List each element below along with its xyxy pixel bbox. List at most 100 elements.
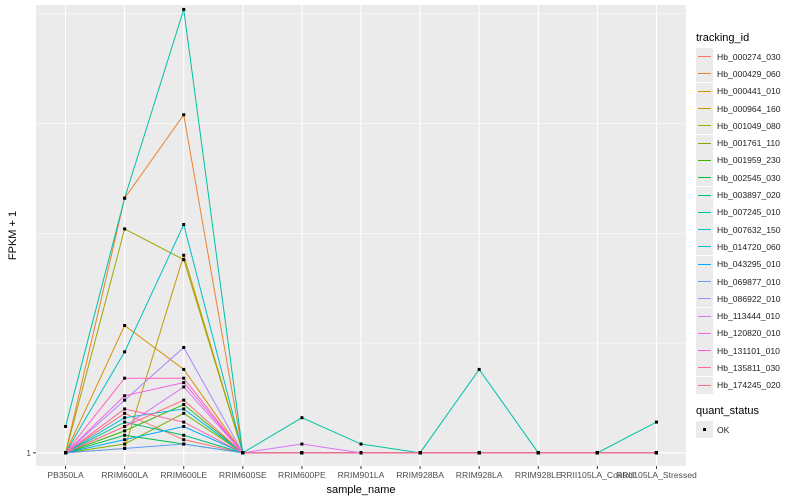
data-point xyxy=(359,442,363,446)
legend-item-hb-007245-010: Hb_007245_010 xyxy=(696,203,796,221)
legend-label: Hb_000429_060 xyxy=(717,68,781,79)
legend-item-hb-000441-010: Hb_000441_010 xyxy=(696,82,796,100)
data-point xyxy=(300,416,304,420)
legend-swatch xyxy=(696,290,713,308)
data-point xyxy=(123,433,127,437)
legend-swatch xyxy=(696,221,713,239)
data-point xyxy=(182,113,186,117)
legend-label: Hb_003897_020 xyxy=(717,190,781,201)
data-point xyxy=(182,433,186,437)
legend-swatch xyxy=(696,100,713,118)
legend-label: Hb_135811_030 xyxy=(717,362,780,373)
data-point xyxy=(182,345,186,349)
legend-title: tracking_id xyxy=(696,32,750,44)
legend-item-hb-001049-080: Hb_001049_080 xyxy=(696,117,796,135)
legend-swatch xyxy=(696,255,713,273)
data-point xyxy=(123,446,127,450)
data-point xyxy=(123,394,127,398)
legend-swatch xyxy=(696,238,713,256)
legend-tracking-id: tracking_id Hb_000274_030 Hb_000429_060 Hb… xyxy=(696,32,796,394)
data-point xyxy=(182,398,186,402)
data-point xyxy=(123,429,127,433)
legend-item-hb-113444-010: Hb_113444_010 xyxy=(696,307,796,325)
legend-swatch xyxy=(696,376,713,394)
legend-label: Hb_007632_150 xyxy=(717,224,781,235)
legend-label: Hb_069877_010 xyxy=(717,276,781,287)
data-point xyxy=(595,451,599,455)
legend2-title: quant_status xyxy=(696,405,759,417)
data-point xyxy=(654,451,658,455)
legend-label: Hb_001049_080 xyxy=(717,120,781,131)
data-point xyxy=(477,367,481,371)
data-point xyxy=(182,411,186,415)
data-point xyxy=(123,227,127,231)
legend-label: Hb_113444_010 xyxy=(717,311,780,322)
legend-swatch xyxy=(696,169,713,187)
legend-item-hb-003897-020: Hb_003897_020 xyxy=(696,186,796,204)
legend-item-hb-069877-010: Hb_069877_010 xyxy=(696,273,796,290)
data-point xyxy=(182,7,186,11)
legend-swatch xyxy=(696,134,713,152)
legend-swatch xyxy=(696,273,713,290)
data-point xyxy=(418,451,422,455)
data-point xyxy=(123,398,127,402)
legend-swatch xyxy=(696,65,713,83)
data-point xyxy=(123,416,127,420)
x-tick-label: RRIM600SE xyxy=(219,470,267,480)
x-tick-label: RRII105LA_Stressed xyxy=(616,470,697,480)
x-tick-label: RRIM600LA xyxy=(101,470,148,480)
data-point xyxy=(182,442,186,446)
data-point xyxy=(182,424,186,428)
data-point xyxy=(182,258,186,262)
data-point xyxy=(123,420,127,424)
x-axis-label: sample_name xyxy=(326,484,395,496)
data-point xyxy=(64,424,68,428)
legend2-item: OK xyxy=(696,421,759,439)
data-point xyxy=(359,451,363,455)
legend-swatch xyxy=(696,186,713,204)
data-point xyxy=(123,350,127,354)
data-point xyxy=(182,420,186,424)
data-point xyxy=(241,451,245,455)
data-point xyxy=(123,411,127,415)
y-tick-label: 1 xyxy=(26,448,31,458)
x-tick-label: RRIM901LA xyxy=(338,470,385,480)
legend-swatch xyxy=(696,203,713,221)
legend-label: Hb_000274_030 xyxy=(717,51,781,62)
legend-swatch xyxy=(696,307,713,325)
legend-item-hb-014720-060: Hb_014720_060 xyxy=(696,238,796,256)
legend-item-hb-131101-010: Hb_131101_010 xyxy=(696,342,796,360)
legend-item-hb-000274-030: Hb_000274_030 xyxy=(696,48,796,66)
legend-swatch xyxy=(696,82,713,100)
y-axis-ticks: 1 xyxy=(26,448,36,458)
legend-label: Hb_120820_010 xyxy=(717,328,781,339)
legend-swatch xyxy=(696,117,713,135)
legend-item-hb-002545-030: Hb_002545_030 xyxy=(696,169,796,187)
data-point xyxy=(182,223,186,227)
legend-label: Hb_002545_030 xyxy=(717,172,781,183)
legend-label: Hb_174245_020 xyxy=(717,380,781,391)
data-point xyxy=(300,451,304,455)
data-point xyxy=(182,407,186,411)
x-tick-label: RRIM600PE xyxy=(278,470,326,480)
legend-item-hb-135811-030: Hb_135811_030 xyxy=(696,359,796,377)
data-point xyxy=(182,381,186,385)
data-point xyxy=(477,451,481,455)
legend-label: Hb_000964_160 xyxy=(717,103,781,114)
legend-swatch xyxy=(696,151,713,169)
data-point xyxy=(123,438,127,442)
data-point xyxy=(123,196,127,200)
legend-item-hb-086922-010: Hb_086922_010 xyxy=(696,290,796,308)
legend-swatch xyxy=(696,342,713,360)
data-point xyxy=(182,385,186,389)
x-tick-label: RRIM600LE xyxy=(160,470,207,480)
legend2-label: OK xyxy=(717,424,730,435)
legend-item-hb-000429-060: Hb_000429_060 xyxy=(696,65,796,83)
legend-swatch xyxy=(696,48,713,66)
legend-item-hb-001959-230: Hb_001959_230 xyxy=(696,151,796,169)
x-axis-ticks: PB350LA RRIM600LA RRIM600LE RRIM600SE RRIM60… xyxy=(47,466,697,480)
data-point xyxy=(182,438,186,442)
x-tick-label: RRIM928LA xyxy=(456,470,503,480)
y-axis-label: FPKM + 1 xyxy=(7,211,19,260)
